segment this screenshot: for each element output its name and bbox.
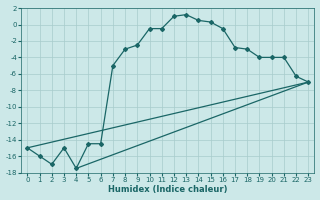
X-axis label: Humidex (Indice chaleur): Humidex (Indice chaleur) [108,185,228,194]
